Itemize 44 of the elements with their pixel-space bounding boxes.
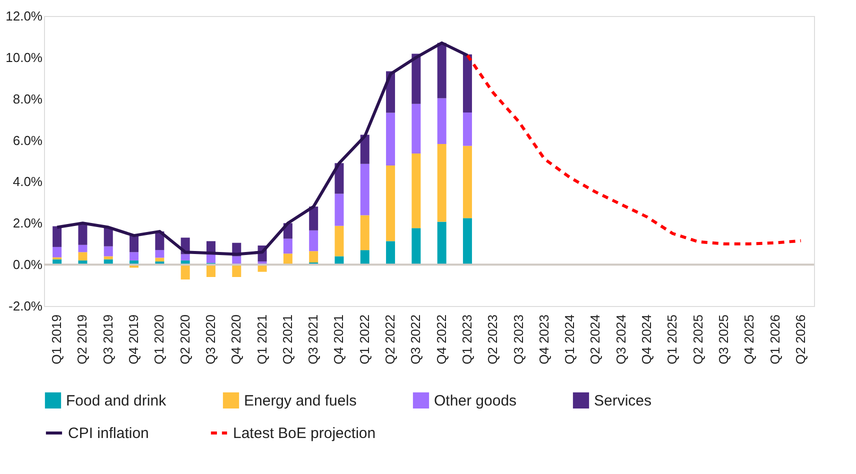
x-tick-label: Q4 2021 (331, 314, 346, 364)
x-tick-label: Q2 2022 (382, 314, 398, 364)
x-tick-label: Q1 2022 (356, 314, 372, 364)
x-tick-label: Q1 2024 (562, 314, 578, 364)
x-tick-label: Q2 2023 (485, 314, 500, 364)
x-tick-label: Q2 2020 (177, 314, 192, 364)
x-tick-label: Q1 2021 (254, 314, 270, 364)
x-tick-label: Q2 2021 (280, 314, 295, 364)
x-tick-label: Q3 2023 (510, 314, 526, 364)
legend-label: Energy and fuels (244, 392, 357, 410)
x-tick-label: Q1 2019 (49, 314, 64, 364)
x-tick-label: Q3 2025 (716, 314, 731, 364)
x-tick-label: Q4 2023 (536, 314, 552, 364)
y-tick-label: 12.0% (6, 8, 43, 24)
x-tick-label: Q3 2021 (306, 314, 321, 364)
y-tick-label: 4.0% (12, 174, 43, 190)
legend-label: CPI inflation (68, 425, 149, 442)
x-tick-label: Q2 2026 (792, 314, 808, 364)
x-tick-label: Q4 2025 (742, 314, 757, 364)
x-tick-label: Q1 2020 (152, 314, 167, 364)
x-tick-label: Q4 2019 (126, 314, 142, 364)
legend-label: Latest BoE projection (233, 425, 376, 442)
y-tick-label: 8.0% (12, 91, 43, 106)
x-tick-label: Q3 2024 (613, 314, 628, 364)
y-tick-label: 6.0% (12, 132, 43, 148)
x-tick-label: Q2 2024 (588, 314, 603, 364)
x-tick-label: Q3 2020 (202, 314, 218, 364)
y-tick-label: -2.0% (8, 298, 43, 314)
x-tick-label: Q4 2022 (434, 314, 449, 364)
x-tick-label: Q4 2024 (639, 314, 654, 364)
x-tick-label: Q2 2019 (74, 314, 90, 364)
y-tick-label: 2.0% (12, 216, 43, 231)
y-tick-label: 10.0% (6, 50, 43, 65)
legend-label: Other goods (434, 392, 517, 410)
x-tick-label: Q2 2025 (690, 314, 706, 364)
y-tick-label: 0.0% (12, 257, 43, 272)
legend-label: Services (594, 392, 652, 410)
x-tick-label: Q1 2026 (767, 314, 782, 364)
x-tick-label: Q4 2020 (228, 314, 244, 364)
x-tick-label: Q3 2019 (100, 314, 116, 364)
x-tick-label: Q1 2025 (664, 314, 680, 364)
x-tick-label: Q3 2022 (408, 314, 424, 364)
x-tick-label: Q1 2023 (459, 314, 474, 364)
legend-label: Food and drink (66, 392, 167, 410)
